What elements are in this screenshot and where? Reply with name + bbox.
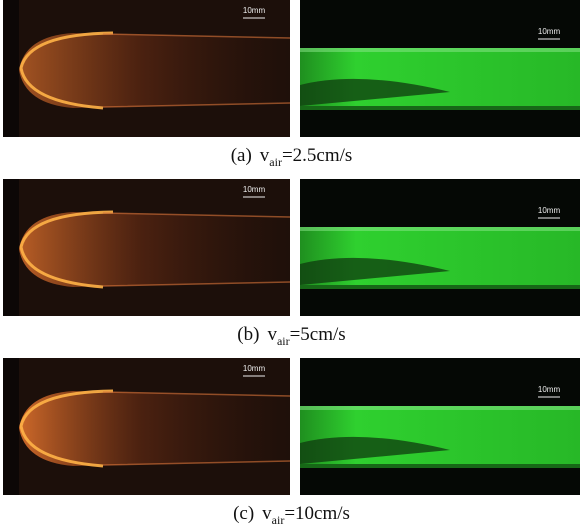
flame-photo: 10mm [3, 358, 290, 495]
piv-photo: 10mm [300, 358, 580, 495]
scale-label: 10mm [538, 206, 561, 215]
caption-subscript: air [272, 513, 285, 527]
scale-label: 10mm [243, 364, 266, 373]
caption-variable: v [267, 324, 277, 345]
caption-variable: v [262, 503, 272, 524]
scale-label: 10mm [538, 27, 561, 36]
caption-label: (a) [231, 145, 252, 166]
caption-value: =5cm/s [290, 324, 346, 345]
caption-value: =2.5cm/s [282, 145, 352, 166]
caption-label: (c) [233, 503, 254, 524]
scale-label: 10mm [243, 185, 266, 194]
scale-label: 10mm [243, 6, 266, 15]
caption-label: (b) [237, 324, 259, 345]
scale-label: 10mm [538, 385, 561, 394]
caption: (c) vair=10cm/s [0, 503, 583, 528]
caption-value: =10cm/s [284, 503, 350, 524]
piv-photo: 10mm [300, 0, 580, 137]
caption: (a) vair=2.5cm/s [0, 145, 583, 170]
flame-photo: 10mm [3, 179, 290, 316]
figure: 10mm 10mm(a)vair=2.5cm/s 10mm 10mm(b)vai… [0, 0, 583, 531]
caption-variable: v [260, 145, 270, 166]
caption: (b) vair=5cm/s [0, 324, 583, 349]
flame-photo: 10mm [3, 0, 290, 137]
piv-photo: 10mm [300, 179, 580, 316]
caption-subscript: air [277, 334, 290, 348]
caption-subscript: air [269, 155, 282, 169]
